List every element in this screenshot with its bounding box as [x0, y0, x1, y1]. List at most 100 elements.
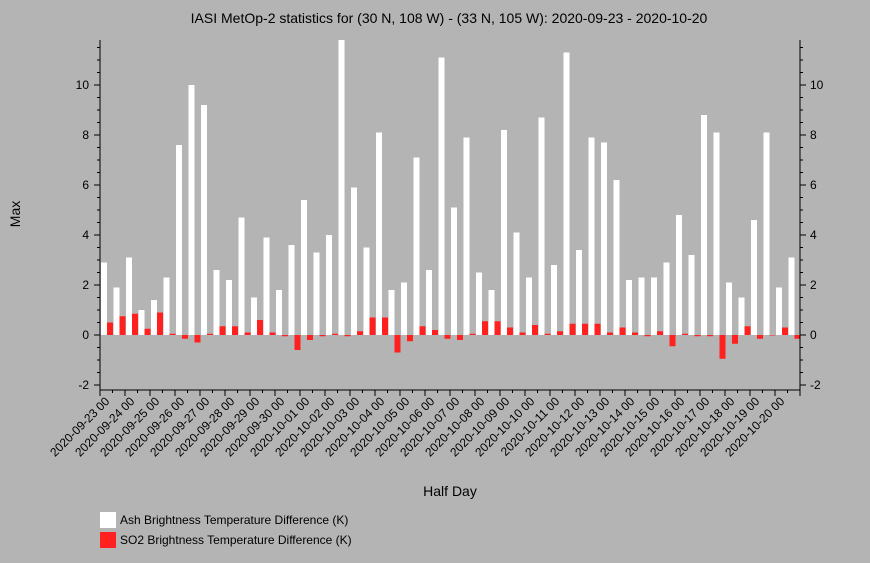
- legend-swatch-so2: [100, 532, 116, 548]
- y-tick-label: 0: [82, 328, 89, 342]
- bar-so2: [169, 333, 176, 335]
- bar-ash: [351, 187, 357, 335]
- bar-ash: [501, 130, 507, 335]
- legend-label-ash: Ash Brightness Temperature Difference (K…: [120, 513, 349, 527]
- bar-so2: [569, 323, 576, 335]
- bar-so2: [419, 326, 426, 335]
- bar-so2: [557, 331, 563, 335]
- bar-ash: [176, 145, 182, 335]
- bar-so2: [494, 321, 501, 335]
- bar-so2: [269, 332, 276, 335]
- bar-ash: [763, 132, 770, 335]
- bar-ash: [513, 232, 520, 335]
- bar-so2: [544, 333, 551, 335]
- bar-ash: [738, 297, 745, 335]
- bar-ash: [226, 280, 232, 335]
- bar-ash: [463, 137, 470, 335]
- bar-so2: [257, 320, 263, 335]
- bar-so2: [694, 335, 701, 337]
- legend-label-so2: SO2 Brightness Temperature Difference (K…: [120, 533, 352, 547]
- bar-ash: [613, 180, 620, 335]
- bar-so2: [457, 335, 463, 340]
- bar-so2: [244, 332, 251, 335]
- y-tick-label-right: 8: [810, 128, 817, 142]
- bar-so2: [432, 330, 438, 335]
- bar-ash: [251, 297, 257, 335]
- bar-ash: [301, 200, 307, 335]
- bar-ash: [451, 207, 457, 335]
- bar-ash: [413, 157, 420, 335]
- bar-so2: [394, 335, 401, 353]
- y-tick-label-right: -2: [810, 378, 821, 392]
- y-tick-label-right: 10: [810, 78, 824, 92]
- bar-ash: [676, 215, 682, 335]
- bar-so2: [507, 327, 513, 335]
- bar-ash: [538, 117, 545, 335]
- bar-so2: [769, 335, 776, 336]
- bar-ash: [788, 257, 795, 335]
- bar-so2: [144, 328, 151, 335]
- bar-ash: [588, 137, 595, 335]
- bar-so2: [407, 335, 413, 342]
- bar-so2: [382, 317, 388, 335]
- bar-ash: [651, 277, 657, 335]
- bar-ash: [563, 52, 570, 335]
- bar-ash: [576, 250, 582, 335]
- bar-ash: [476, 272, 482, 335]
- bar-so2: [619, 327, 626, 335]
- bar-ash: [126, 257, 132, 335]
- bar-ash: [188, 85, 195, 335]
- bar-ash: [326, 235, 332, 335]
- bar-ash: [776, 287, 782, 335]
- bar-so2: [369, 317, 376, 335]
- bar-ash: [238, 217, 245, 335]
- bar-ash: [113, 287, 120, 335]
- y-tick-label: 6: [82, 178, 89, 192]
- bar-so2: [632, 332, 638, 335]
- bar-ash: [338, 40, 345, 335]
- bar-so2: [482, 321, 488, 335]
- y-tick-label-right: 0: [810, 328, 817, 342]
- y-tick-label-right: 2: [810, 278, 817, 292]
- bar-so2: [107, 322, 113, 335]
- bar-so2: [519, 332, 526, 335]
- bar-so2: [532, 325, 538, 335]
- bar-so2: [607, 332, 613, 335]
- bar-so2: [194, 335, 201, 343]
- bar-ash: [751, 220, 757, 335]
- bar-so2: [682, 333, 688, 335]
- bar-ash: [313, 252, 320, 335]
- bar-so2: [207, 333, 213, 335]
- bar-so2: [307, 335, 313, 340]
- legend-item-so2: SO2 Brightness Temperature Difference (K…: [100, 532, 352, 548]
- bar-so2: [357, 331, 363, 335]
- bar-so2: [344, 335, 351, 337]
- bar-ash: [701, 115, 707, 335]
- bar-ash: [163, 277, 170, 335]
- bar-ash: [263, 237, 270, 335]
- y-axis-label: Max: [7, 201, 23, 227]
- bar-ash: [213, 270, 220, 335]
- bar-ash: [438, 57, 445, 335]
- bar-so2: [782, 327, 788, 335]
- bar-so2: [657, 331, 663, 335]
- y-tick-label: -2: [78, 378, 89, 392]
- bar-so2: [319, 335, 326, 337]
- y-tick-label: 8: [82, 128, 89, 142]
- bar-so2: [719, 335, 726, 359]
- bar-ash: [551, 265, 557, 335]
- bar-ash: [638, 277, 645, 335]
- legend-item-ash: Ash Brightness Temperature Difference (K…: [100, 512, 348, 528]
- bar-so2: [644, 335, 651, 337]
- bar-ash: [276, 290, 282, 335]
- y-tick-label: 10: [76, 78, 90, 92]
- bar-so2: [594, 323, 601, 335]
- bar-so2: [219, 326, 226, 335]
- bar-ash: [288, 245, 295, 335]
- bar-ash: [101, 262, 107, 335]
- bar-ash: [526, 277, 532, 335]
- bar-ash: [426, 270, 432, 335]
- bar-so2: [444, 335, 451, 339]
